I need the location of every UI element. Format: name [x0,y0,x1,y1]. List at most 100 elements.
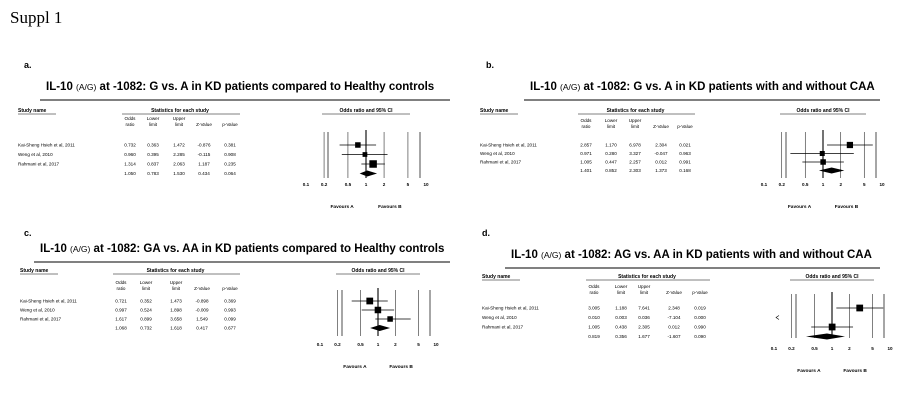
stats-header: Statistics for each study [147,268,205,274]
forest-plot-a: a. IL-10 (A/G) at -1082: G vs. A in KD pa… [18,60,450,210]
x-tick-label: 2 [839,182,842,187]
x-tick-label: 0.2 [788,346,795,351]
favours-b-label: Favours B [389,364,413,370]
summary-cell: 1.677 [638,334,650,339]
x-tick-label: 0.2 [334,342,341,347]
column-header: Lower [140,280,153,285]
x-tick-label: 5 [871,346,874,351]
summary-cell: 0.168 [679,168,691,173]
table-cell: 0.010 [588,315,600,320]
table-cell: 0.381 [224,143,236,148]
summary-cell: 1.618 [170,326,182,331]
column-header: Z-Value [666,290,682,295]
favours-a-label: Favours A [343,364,367,370]
forest-panel-b: b. IL-10 (A/G) at -1082: G vs. A in KD pa… [478,60,898,220]
x-tick-label: 5 [863,182,866,187]
table-cell: -0.047 [654,151,667,156]
table-cell: 1.170 [605,143,617,148]
column-header: p-Value [222,286,238,291]
chart-title-part: IL-10 [40,243,70,255]
figure-label: Suppl 1 [10,8,63,27]
table-cell: 2.257 [629,160,641,165]
summary-cell: 0.417 [196,326,208,331]
table-cell: -0.115 [198,152,211,157]
x-tick-label: 5 [417,342,420,347]
table-cell: 0.438 [615,325,627,330]
study-marker [366,297,374,305]
column-header: Upper [629,118,642,123]
column-header: Lower [147,116,160,121]
x-tick-label: 2 [394,342,397,347]
column-header: limit [142,286,151,291]
column-header: Upper [170,280,183,285]
study-name: Weng et al, 2010 [482,315,517,320]
plot-header: Odds ratio and 95% CI [339,108,393,114]
table-cell: 3.658 [170,317,182,322]
table-cell: 1.549 [196,317,208,322]
table-cell: 0.721 [115,299,127,304]
table-cell: 0.447 [605,160,617,165]
table-cell: 0.019 [694,306,706,311]
study-name: Kai-Sheng Hsieh et al, 2011 [480,143,537,148]
x-tick-label: 1 [377,342,380,347]
study-name-header: Study name [480,108,509,114]
x-tick-label: 0.5 [802,182,809,187]
table-cell: 0.990 [694,325,706,330]
column-header: limit [617,290,626,295]
column-header: ratio [590,290,599,295]
table-cell: 0.837 [147,162,159,167]
study-name: Weng et al, 2010 [20,308,55,313]
study-marker [846,141,854,149]
favours-b-label: Favours B [843,368,867,374]
study-marker [369,160,377,168]
chart-title-part: IL-10 [530,81,560,93]
panel-label: d. [482,228,490,238]
table-cell: -0.876 [197,143,210,148]
study-name: Rahmani et al, 2017 [480,160,522,165]
column-header: Z-Value [196,122,212,127]
x-tick-label: 0.2 [779,182,786,187]
summary-cell: 0.064 [224,171,236,176]
column-header: p-Value [692,290,708,295]
table-cell: 1.188 [615,306,627,311]
column-header: Odds [581,118,593,123]
x-tick-label: 0.1 [771,346,778,351]
chart-title-part: (A/G) [541,250,561,260]
column-header: limit [175,122,184,127]
column-header: p-Value [677,124,693,129]
plot-header: Odds ratio and 95% CI [805,274,859,280]
table-cell: 1.314 [124,162,136,167]
table-cell: 0.963 [679,151,691,156]
table-cell: -0.009 [195,308,208,313]
forest-panel-a: a. IL-10 (A/G) at -1082: G vs. A in KD pa… [18,60,468,220]
summary-cell: 1.530 [173,171,185,176]
table-cell: 0.908 [224,152,236,157]
summary-cell: 0.434 [198,171,210,176]
table-cell: 0.960 [124,152,136,157]
forest-panel-d: d. IL-10 (A/G) at -1082: AG vs. AA in KD … [478,228,898,388]
x-tick-label: 2 [383,182,386,187]
column-header: Z-Value [194,286,210,291]
table-cell: 7.641 [638,306,650,311]
chart-title: IL-10 (A/G) at -1082: G vs. A in KD pati… [46,81,434,93]
table-cell: 0.235 [224,162,236,167]
x-tick-label: 10 [423,182,429,187]
chart-title-part: at -1082: AG vs. AA in KD patients with … [561,249,872,261]
chart-title-part: at -1082: GA vs. AA in KD patients compa… [90,243,444,255]
column-header: limit [640,290,649,295]
stats-header: Statistics for each study [618,274,676,280]
column-header: limit [631,124,640,129]
chart-title-part: (A/G) [70,244,90,254]
x-tick-label: 0.2 [321,182,328,187]
summary-cell: 1.401 [580,168,592,173]
table-cell: 0.000 [694,315,706,320]
summary-cell: 0.356 [615,334,627,339]
table-cell: 0.099 [224,317,236,322]
x-tick-label: 0.5 [357,342,364,347]
stats-header: Statistics for each study [151,108,209,114]
study-name-header: Study name [20,268,49,274]
summary-diamond [359,170,378,177]
study-name: Weng et al, 2010 [18,152,53,157]
table-cell: 2.063 [173,162,185,167]
table-cell: 2.348 [668,306,680,311]
